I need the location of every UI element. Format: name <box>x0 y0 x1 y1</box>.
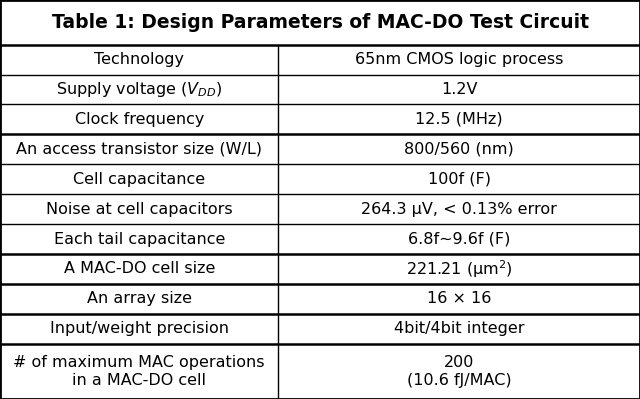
Text: Technology: Technology <box>94 52 184 67</box>
Text: Cell capacitance: Cell capacitance <box>73 172 205 187</box>
Text: 200
(10.6 fJ/MAC): 200 (10.6 fJ/MAC) <box>407 355 511 387</box>
Text: Noise at cell capacitors: Noise at cell capacitors <box>46 201 232 217</box>
Text: 221.21 (μm$^2$): 221.21 (μm$^2$) <box>406 258 513 280</box>
Text: 800/560 (nm): 800/560 (nm) <box>404 142 514 157</box>
Text: Supply voltage ($V_{DD}$): Supply voltage ($V_{DD}$) <box>56 80 222 99</box>
Text: An array size: An array size <box>86 291 192 306</box>
Text: 12.5 (MHz): 12.5 (MHz) <box>415 112 503 127</box>
Text: 6.8f∼9.6f (F): 6.8f∼9.6f (F) <box>408 231 510 247</box>
Text: 100f (F): 100f (F) <box>428 172 491 187</box>
Text: 65nm CMOS logic process: 65nm CMOS logic process <box>355 52 563 67</box>
Text: Input/weight precision: Input/weight precision <box>50 321 228 336</box>
Text: 1.2V: 1.2V <box>441 82 477 97</box>
Text: # of maximum MAC operations
in a MAC-DO cell: # of maximum MAC operations in a MAC-DO … <box>13 355 265 387</box>
Text: 16 × 16: 16 × 16 <box>427 291 492 306</box>
Text: Clock frequency: Clock frequency <box>74 112 204 127</box>
Text: Table 1: Design Parameters of MAC-DO Test Circuit: Table 1: Design Parameters of MAC-DO Tes… <box>51 13 589 32</box>
Text: 264.3 μV, < 0.13% error: 264.3 μV, < 0.13% error <box>361 201 557 217</box>
Text: A MAC-DO cell size: A MAC-DO cell size <box>63 261 215 277</box>
Text: Each tail capacitance: Each tail capacitance <box>54 231 225 247</box>
Text: 4bit/4bit integer: 4bit/4bit integer <box>394 321 524 336</box>
Text: An access transistor size (W/L): An access transistor size (W/L) <box>16 142 262 157</box>
